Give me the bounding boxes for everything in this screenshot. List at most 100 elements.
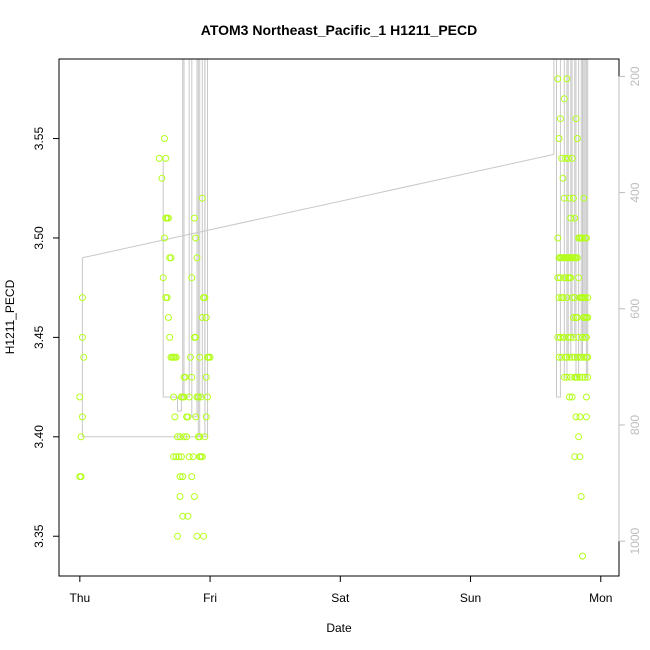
data-point-7 <box>80 353 88 361</box>
data-point-10 <box>159 274 167 282</box>
data-point-181 <box>571 373 579 381</box>
data-point-50 <box>184 413 192 421</box>
data-point-193 <box>577 493 585 500</box>
data-point-72 <box>202 373 210 381</box>
data-point-83 <box>189 453 197 461</box>
data-point-88 <box>554 75 562 83</box>
data-point-67 <box>198 194 206 202</box>
data-point-53 <box>188 373 196 381</box>
data-point-73 <box>204 393 211 401</box>
data-point-54 <box>188 274 196 282</box>
data-point-16 <box>164 214 172 222</box>
data-point-71 <box>206 353 214 361</box>
data-point-55 <box>190 214 198 222</box>
data-point-85 <box>200 532 208 540</box>
data-point-151 <box>584 294 592 302</box>
data-point-27 <box>172 353 180 361</box>
data-point-112 <box>554 234 562 242</box>
data-point-100 <box>568 154 576 162</box>
data-point-41 <box>177 453 185 461</box>
data-point-149 <box>581 294 589 302</box>
series-line-11 <box>583 58 589 378</box>
data-point-191 <box>571 453 579 461</box>
data-point-3 <box>77 433 85 441</box>
data-point-139 <box>568 294 576 302</box>
y-tick-label: 3.50 <box>32 226 46 250</box>
data-point-12 <box>162 154 170 162</box>
data-point-18 <box>167 254 175 262</box>
data-point-96 <box>563 75 571 83</box>
data-point-172 <box>580 353 588 361</box>
data-point-90 <box>556 115 564 123</box>
data-point-104 <box>573 135 581 142</box>
data-point-192 <box>576 453 584 461</box>
data-point-66 <box>201 294 209 302</box>
series-line-6 <box>204 59 208 438</box>
data-point-164 <box>569 333 577 341</box>
data-point-57 <box>193 254 201 262</box>
data-point-95 <box>560 95 568 103</box>
data-point-84 <box>190 493 198 500</box>
y-tick-label: 3.55 <box>32 127 46 151</box>
plot-frame <box>58 58 620 577</box>
data-point-144 <box>575 274 583 282</box>
data-point-13 <box>161 234 168 242</box>
data-point-32 <box>175 453 183 461</box>
data-point-87 <box>188 473 196 481</box>
data-point-187 <box>584 373 592 381</box>
x-tick-label: Mon <box>589 591 612 605</box>
data-point-64 <box>198 314 206 321</box>
data-point-161 <box>566 353 573 361</box>
data-point-48 <box>180 393 188 401</box>
data-point-198 <box>582 333 590 341</box>
series-line-2 <box>82 153 555 259</box>
data-point-195 <box>575 433 583 441</box>
data-point-47 <box>184 512 192 520</box>
data-point-59 <box>192 333 200 341</box>
data-point-183 <box>576 373 584 381</box>
y2-tick-label: 400 <box>628 182 642 202</box>
data-point-68 <box>202 314 210 321</box>
data-point-127 <box>573 254 581 262</box>
x-tick-label: Sun <box>460 591 481 605</box>
data-point-21 <box>164 314 172 321</box>
data-point-185 <box>581 373 589 381</box>
data-point-74 <box>202 413 210 421</box>
data-point-31 <box>172 453 180 461</box>
x-tick-label: Sat <box>331 591 350 605</box>
data-point-80 <box>193 532 201 540</box>
data-point-177 <box>563 373 571 381</box>
data-point-8 <box>155 154 163 162</box>
data-point-43 <box>179 473 187 481</box>
data-point-52 <box>187 353 194 361</box>
data-point-92 <box>559 174 567 182</box>
x-tick-label: Fri <box>203 591 217 605</box>
data-point-46 <box>174 532 181 540</box>
data-point-20 <box>163 294 171 302</box>
data-point-45 <box>179 512 187 520</box>
data-point-140 <box>569 314 577 321</box>
data-point-44 <box>176 493 184 500</box>
data-point-189 <box>576 413 584 421</box>
data-point-99 <box>567 214 575 222</box>
x-axis: Thu Fri Sat Sun Mon <box>69 575 612 605</box>
y2-tick-label: 1000 <box>628 527 642 554</box>
data-point-111 <box>582 234 590 242</box>
x-axis-label: Date <box>326 621 352 635</box>
data-point-190 <box>582 413 590 421</box>
data-point-98 <box>566 194 573 202</box>
y-axis-label: H1211_PECD <box>3 279 17 354</box>
data-point-188 <box>572 413 580 421</box>
series-line-10 <box>575 58 583 378</box>
data-point-2 <box>76 393 84 401</box>
data-point-159 <box>563 353 571 361</box>
data-point-93 <box>560 194 568 202</box>
data-point-42 <box>176 473 184 481</box>
data-point-134 <box>562 274 570 282</box>
data-point-9 <box>158 174 166 182</box>
data-point-1 <box>77 473 85 481</box>
data-point-51 <box>185 393 193 401</box>
data-point-178 <box>566 393 573 401</box>
data-point-11 <box>161 135 168 142</box>
series-line-8 <box>556 58 568 398</box>
